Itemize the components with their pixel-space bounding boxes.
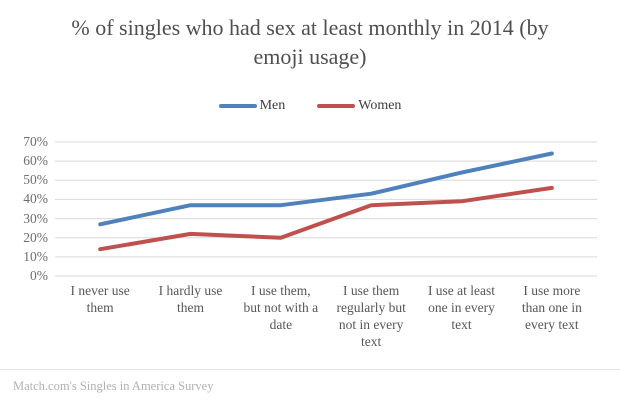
series-line-men [98, 151, 554, 227]
x-axis-category-label: I use more than one in every text [521, 283, 582, 332]
chart-area: 0% 10% 20% 30% 40% 50% 60% 70% I never use them I… [0, 130, 620, 365]
series-line-women [98, 185, 554, 252]
y-axis-tick-label: 30% [23, 210, 48, 226]
plot-svg [55, 141, 597, 277]
x-axis-category-label: I use at least one in every text [427, 283, 496, 332]
y-axis-tick-label: 20% [23, 229, 48, 245]
chart-title: % of singles who had sex at least monthl… [71, 15, 549, 69]
women-line-swatch [317, 104, 356, 108]
y-axis-tick-label: 0% [30, 268, 48, 283]
y-axis-tick-label: 50% [23, 172, 48, 188]
y-axis-tick-label: 40% [23, 191, 48, 207]
y-axis-tick-label: 70% [23, 134, 48, 149]
legend-item-women: Women [317, 98, 401, 114]
x-axis-category-label: I use them regularly but not in every te… [336, 283, 406, 349]
footer-divider [0, 369, 620, 370]
x-axis-category-label: I never use them [70, 283, 130, 315]
y-axis-tick-label: 10% [23, 248, 48, 264]
men-line-swatch [218, 104, 257, 108]
legend-label-men: Men [259, 98, 286, 113]
x-axis-category-label: I hardly use them [158, 283, 223, 315]
source-note: Match.com's Singles in America Survey [13, 379, 214, 393]
x-axis-category-label: I use them, but not with a date [243, 283, 319, 332]
legend: Men Women [0, 98, 620, 114]
legend-item-men: Men [218, 98, 286, 114]
legend-label-women: Women [358, 98, 402, 113]
y-axis-tick-label: 60% [23, 153, 48, 169]
